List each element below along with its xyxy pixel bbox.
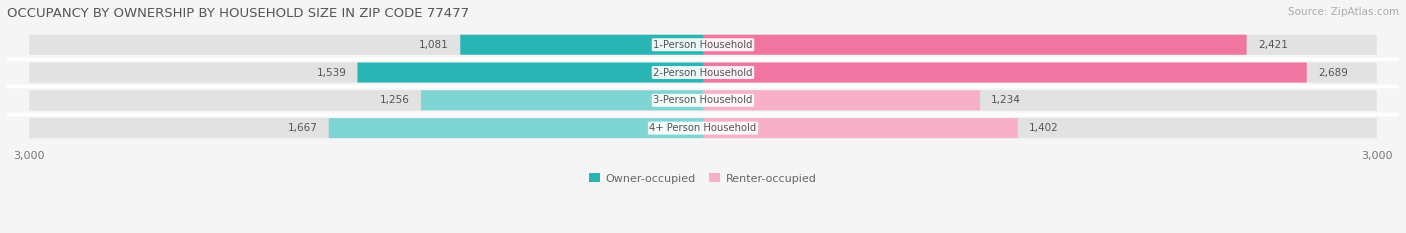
Text: 1,081: 1,081 bbox=[419, 40, 449, 50]
FancyBboxPatch shape bbox=[703, 35, 1247, 55]
Text: OCCUPANCY BY OWNERSHIP BY HOUSEHOLD SIZE IN ZIP CODE 77477: OCCUPANCY BY OWNERSHIP BY HOUSEHOLD SIZE… bbox=[7, 7, 470, 20]
FancyBboxPatch shape bbox=[30, 118, 1376, 138]
Text: 1,234: 1,234 bbox=[991, 95, 1021, 105]
FancyBboxPatch shape bbox=[30, 118, 703, 138]
FancyBboxPatch shape bbox=[30, 90, 703, 110]
Text: 1,667: 1,667 bbox=[288, 123, 318, 133]
Text: 1-Person Household: 1-Person Household bbox=[654, 40, 752, 50]
FancyBboxPatch shape bbox=[703, 35, 1376, 55]
FancyBboxPatch shape bbox=[30, 35, 1376, 55]
Text: 2,689: 2,689 bbox=[1317, 68, 1348, 78]
FancyBboxPatch shape bbox=[357, 62, 703, 82]
FancyBboxPatch shape bbox=[703, 62, 1376, 82]
Text: 1,256: 1,256 bbox=[380, 95, 409, 105]
FancyBboxPatch shape bbox=[703, 62, 1306, 82]
Text: 3-Person Household: 3-Person Household bbox=[654, 95, 752, 105]
Text: 1,402: 1,402 bbox=[1029, 123, 1059, 133]
Text: 1,539: 1,539 bbox=[316, 68, 346, 78]
FancyBboxPatch shape bbox=[703, 118, 1376, 138]
Legend: Owner-occupied, Renter-occupied: Owner-occupied, Renter-occupied bbox=[589, 173, 817, 184]
FancyBboxPatch shape bbox=[30, 90, 1376, 110]
FancyBboxPatch shape bbox=[30, 35, 703, 55]
FancyBboxPatch shape bbox=[703, 118, 1018, 138]
FancyBboxPatch shape bbox=[460, 35, 703, 55]
Text: 2,421: 2,421 bbox=[1258, 40, 1288, 50]
Text: 4+ Person Household: 4+ Person Household bbox=[650, 123, 756, 133]
FancyBboxPatch shape bbox=[703, 90, 1376, 110]
FancyBboxPatch shape bbox=[329, 118, 703, 138]
Text: 2-Person Household: 2-Person Household bbox=[654, 68, 752, 78]
FancyBboxPatch shape bbox=[420, 90, 703, 110]
FancyBboxPatch shape bbox=[30, 62, 1376, 82]
FancyBboxPatch shape bbox=[703, 90, 980, 110]
Text: Source: ZipAtlas.com: Source: ZipAtlas.com bbox=[1288, 7, 1399, 17]
FancyBboxPatch shape bbox=[30, 62, 703, 82]
